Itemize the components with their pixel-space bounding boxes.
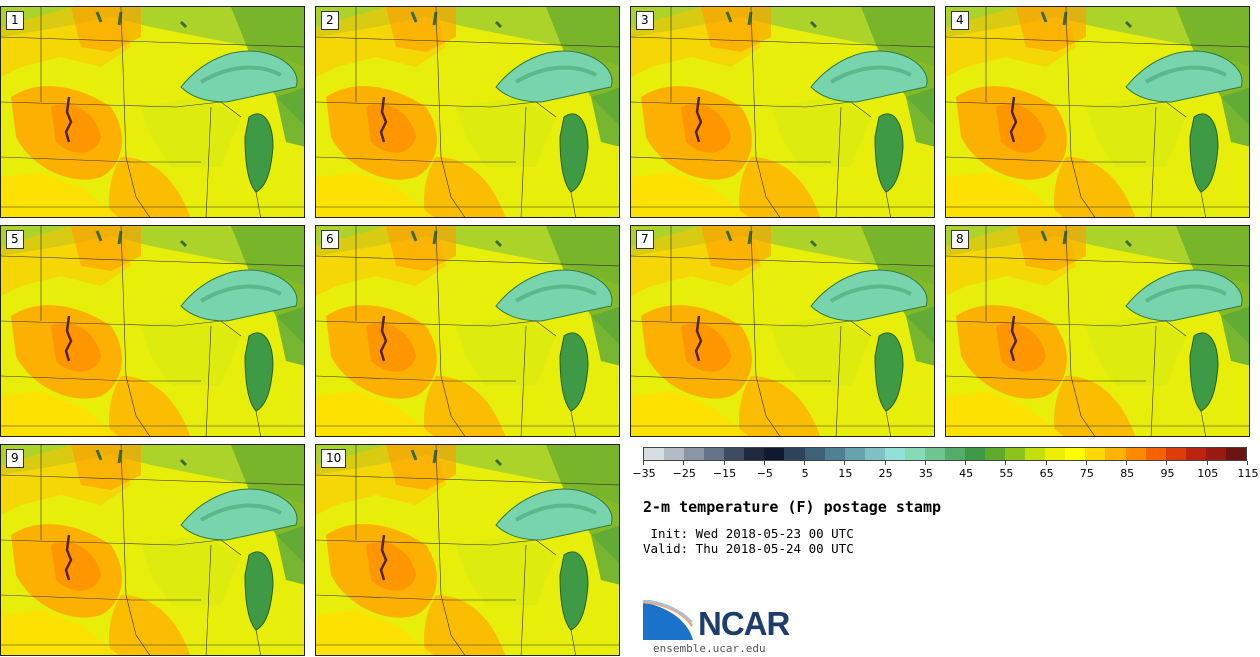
colorbar-tick	[763, 461, 765, 465]
colorbar-swatch	[784, 448, 805, 460]
colorbar-tick-label: 75	[1079, 467, 1094, 480]
colorbar-swatch	[965, 448, 986, 460]
colorbar-swatch	[1185, 448, 1206, 460]
colorbar-swatch	[1025, 448, 1046, 460]
colorbar-tick	[804, 461, 806, 465]
colorbar-swatch	[985, 448, 1006, 460]
panel-number-label: 9	[6, 449, 24, 468]
colorbar-swatch	[1065, 448, 1086, 460]
colorbar-tick-label: −25	[672, 467, 696, 480]
colorbar-ticks: −35 −25 −15 −5 5 15 25 35 45 55 65 75 85 95 105 115	[632, 461, 1259, 481]
colorbar-swatch	[644, 448, 665, 460]
map-panel-3: 3	[630, 6, 935, 218]
colorbar-tick-label: −35	[632, 467, 656, 480]
chart-title: 2-m temperature (F) postage stamp	[643, 498, 942, 516]
ncar-logo-text: NCAR	[698, 605, 790, 642]
panel-number-label: 7	[636, 230, 654, 249]
panel-number-label: 8	[951, 230, 969, 249]
map-panel-8: 8	[945, 225, 1250, 437]
map-panel-4: 4	[945, 6, 1250, 218]
colorbar-tick-label: −5	[756, 467, 773, 480]
panel-number-label: 1	[6, 11, 24, 30]
temperature-colorbar	[643, 447, 1247, 461]
colorbar-tick	[924, 461, 926, 465]
colorbar-swatch	[744, 448, 765, 460]
panel-number-label: 4	[951, 11, 969, 30]
colorbar-swatch	[764, 448, 785, 460]
colorbar-tick	[683, 461, 685, 465]
colorbar-swatch	[1125, 448, 1146, 460]
colorbar-swatch	[844, 448, 865, 460]
colorbar-tick	[1045, 461, 1047, 465]
colorbar-swatch	[1105, 448, 1126, 460]
colorbar-tick	[643, 461, 644, 465]
colorbar-tick-label: 25	[878, 467, 893, 480]
colorbar-swatch	[924, 448, 945, 460]
colorbar-swatch	[1205, 448, 1226, 460]
website-url: ensemble.ucar.edu	[653, 642, 766, 655]
colorbar-swatch	[1145, 448, 1166, 460]
map-panel-10: 10	[315, 444, 620, 656]
colorbar-swatch	[704, 448, 725, 460]
colorbar-tick	[1166, 461, 1168, 465]
colorbar-swatch	[684, 448, 705, 460]
panel-number-label: 2	[321, 11, 339, 30]
colorbar-swatch	[1165, 448, 1186, 460]
map-panel-7: 7	[630, 225, 935, 437]
panel-number-label: 5	[6, 230, 24, 249]
map-panel-1: 1	[0, 6, 305, 218]
colorbar-swatch	[884, 448, 905, 460]
colorbar-swatch	[944, 448, 965, 460]
colorbar-tick-label: 35	[918, 467, 933, 480]
colorbar-tick	[965, 461, 967, 465]
colorbar-tick-label: 65	[1039, 467, 1054, 480]
colorbar-swatch	[664, 448, 685, 460]
colorbar-swatch	[804, 448, 825, 460]
colorbar-tick-label: −15	[712, 467, 737, 480]
colorbar-tick	[1126, 461, 1128, 465]
colorbar-tick-label: 85	[1120, 467, 1135, 480]
colorbar-swatch	[1005, 448, 1026, 460]
map-panel-2: 2	[315, 6, 620, 218]
map-panel-5: 5	[0, 225, 305, 437]
colorbar-swatch	[1225, 448, 1246, 460]
colorbar-tick	[884, 461, 886, 465]
map-panel-6: 6	[315, 225, 620, 437]
colorbar-swatch	[1045, 448, 1066, 460]
colorbar-swatch	[724, 448, 745, 460]
colorbar-tick-label: 105	[1197, 467, 1219, 480]
colorbar-tick	[1247, 461, 1248, 465]
ncar-logo-icon	[643, 600, 694, 640]
colorbar-tick-label: 115	[1237, 467, 1259, 480]
colorbar-tick	[1005, 461, 1007, 465]
init-time: Init: Wed 2018-05-23 00 UTC	[643, 526, 854, 541]
colorbar-tick-label: 95	[1160, 467, 1175, 480]
colorbar-tick	[1085, 461, 1087, 465]
colorbar-tick-label: 15	[838, 467, 853, 480]
panel-number-label: 3	[636, 11, 654, 30]
colorbar-swatch	[824, 448, 845, 460]
colorbar-tick	[844, 461, 846, 465]
valid-time: Valid: Thu 2018-05-24 00 UTC	[643, 541, 854, 556]
panel-number-label: 10	[321, 449, 347, 468]
map-panel-9: 9	[0, 444, 305, 656]
colorbar-tick	[723, 461, 725, 465]
colorbar-tick-label: 5	[801, 467, 809, 480]
colorbar-swatch	[904, 448, 925, 460]
colorbar-swatch	[1085, 448, 1106, 460]
colorbar-tick	[1206, 461, 1208, 465]
panel-number-label: 6	[321, 230, 339, 249]
colorbar-swatch	[864, 448, 885, 460]
colorbar-tick-label: 45	[959, 467, 974, 480]
colorbar-tick-label: 55	[999, 467, 1014, 480]
